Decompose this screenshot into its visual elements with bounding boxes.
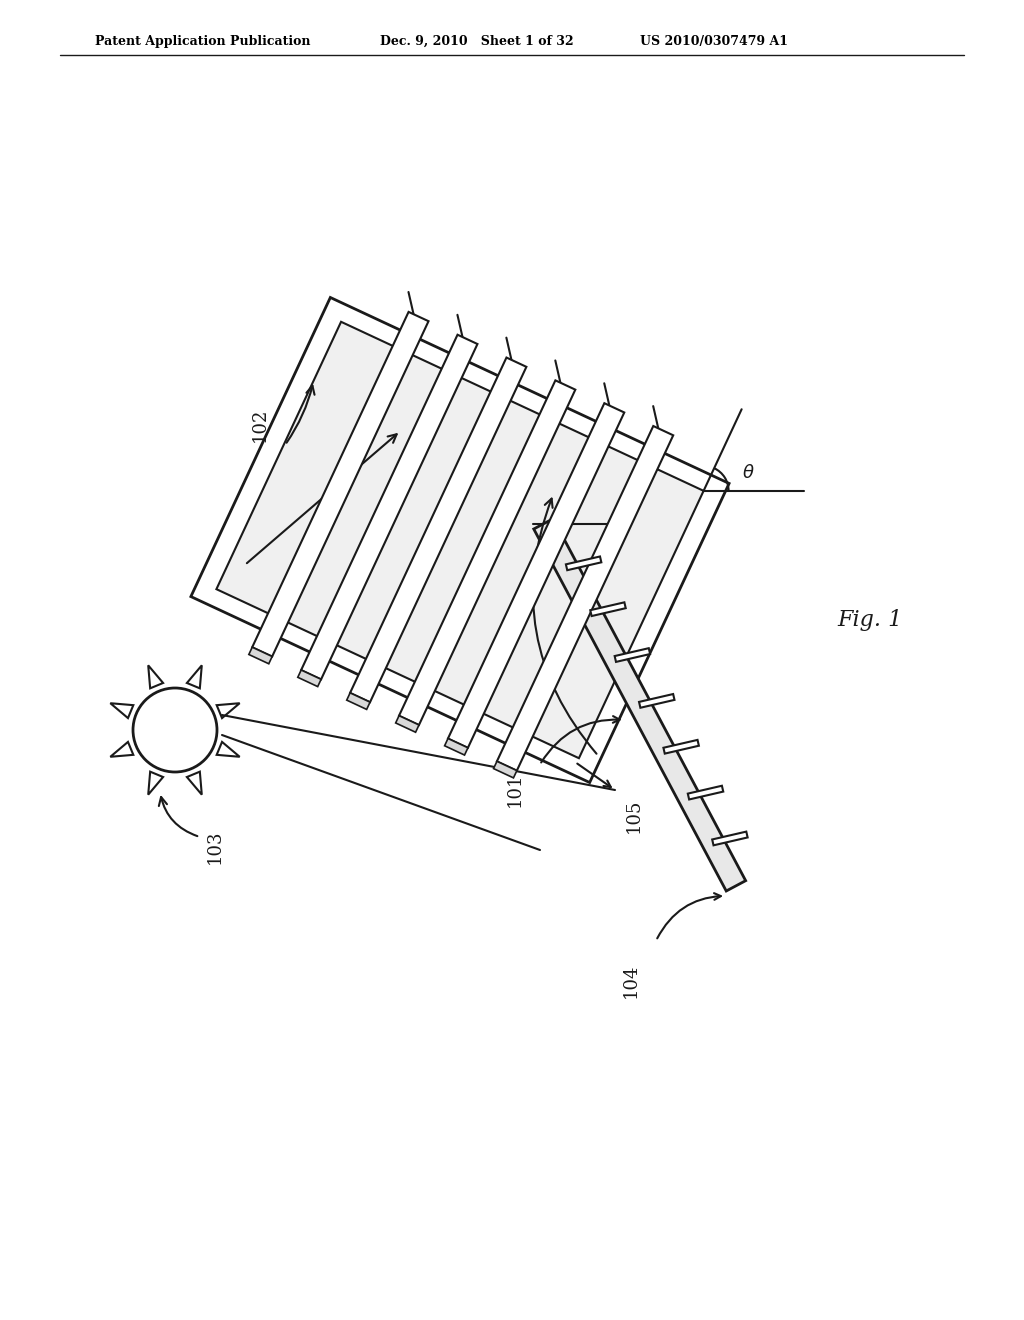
Polygon shape xyxy=(534,519,745,891)
Polygon shape xyxy=(395,715,419,733)
Text: 102: 102 xyxy=(251,408,269,442)
Text: Patent Application Publication: Patent Application Publication xyxy=(95,36,310,48)
Polygon shape xyxy=(614,648,650,661)
Polygon shape xyxy=(444,738,468,755)
Polygon shape xyxy=(688,785,723,800)
Text: Dec. 9, 2010   Sheet 1 of 32: Dec. 9, 2010 Sheet 1 of 32 xyxy=(380,36,573,48)
Polygon shape xyxy=(664,741,698,754)
Polygon shape xyxy=(566,557,601,570)
Polygon shape xyxy=(590,602,626,616)
Text: US 2010/0307479 A1: US 2010/0307479 A1 xyxy=(640,36,788,48)
Polygon shape xyxy=(249,647,272,664)
Polygon shape xyxy=(216,322,703,758)
Text: $\theta$: $\theta$ xyxy=(742,463,755,482)
Polygon shape xyxy=(447,403,625,748)
Polygon shape xyxy=(497,426,673,771)
Text: $\theta$: $\theta$ xyxy=(567,503,580,521)
Polygon shape xyxy=(350,358,526,702)
Text: Fig. 1: Fig. 1 xyxy=(838,609,902,631)
Polygon shape xyxy=(399,380,575,725)
Polygon shape xyxy=(494,762,517,777)
Polygon shape xyxy=(298,671,322,686)
Text: 104: 104 xyxy=(622,964,640,998)
Text: 105: 105 xyxy=(625,799,642,833)
Polygon shape xyxy=(347,693,370,709)
Polygon shape xyxy=(301,335,477,680)
Polygon shape xyxy=(252,312,428,656)
Polygon shape xyxy=(639,694,675,708)
Text: 101: 101 xyxy=(506,772,523,807)
Text: 103: 103 xyxy=(206,830,224,865)
Polygon shape xyxy=(712,832,748,845)
